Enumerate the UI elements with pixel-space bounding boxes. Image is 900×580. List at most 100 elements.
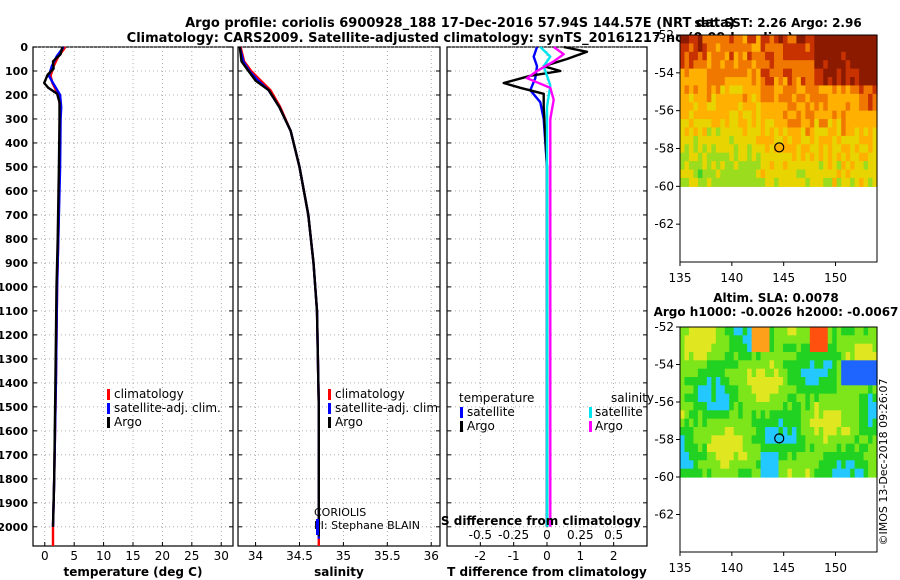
map-cell xyxy=(702,352,708,361)
map-cell xyxy=(872,135,878,145)
map-cell xyxy=(791,102,798,112)
map-cell xyxy=(845,352,851,361)
map-cell xyxy=(796,68,802,78)
map-cell xyxy=(805,119,811,129)
map-cell xyxy=(733,177,739,187)
map-cell xyxy=(809,385,815,395)
map-cell xyxy=(818,85,824,95)
map-cell xyxy=(706,460,712,470)
map-cell xyxy=(791,327,798,336)
map-cell xyxy=(854,102,860,112)
map-cell xyxy=(711,144,717,154)
map-cell xyxy=(688,177,695,187)
map-cell xyxy=(706,468,712,478)
map-cell xyxy=(747,110,753,120)
map-cell xyxy=(697,402,703,411)
map-cell xyxy=(720,60,726,70)
s-diff-axis-label: S difference from climatology xyxy=(441,514,641,528)
map-cell xyxy=(836,152,842,162)
map-cell xyxy=(850,77,856,87)
map-cell xyxy=(787,343,793,353)
map-cell xyxy=(827,352,833,361)
map-cell xyxy=(733,435,739,445)
map-cell xyxy=(693,177,699,187)
map-cell xyxy=(760,152,766,162)
map-cell xyxy=(814,468,820,478)
map-cell xyxy=(796,135,802,145)
figure-title-line2: Climatology: CARS2009. Satellite-adjuste… xyxy=(127,31,794,46)
map-cell xyxy=(693,51,699,61)
map-cell xyxy=(796,102,802,112)
map-cell xyxy=(751,144,757,154)
map-cell xyxy=(720,169,726,179)
map-cell xyxy=(688,452,695,461)
map-cell xyxy=(702,85,708,95)
map-cell xyxy=(688,161,695,171)
map-cell xyxy=(805,35,811,45)
map-cell xyxy=(680,343,686,353)
map-cell xyxy=(850,169,856,179)
map-cell xyxy=(769,144,775,154)
map-cell xyxy=(765,177,771,187)
map-y-tick-label: -54 xyxy=(654,358,674,372)
map-cell xyxy=(693,135,699,145)
map-cell xyxy=(832,418,838,428)
map-cell xyxy=(836,161,842,171)
map-cell xyxy=(751,460,757,470)
map-cell xyxy=(850,452,856,461)
map-cell xyxy=(814,460,820,470)
map-cell xyxy=(836,119,842,129)
map-cell xyxy=(809,135,815,145)
map-cell xyxy=(742,352,748,361)
panel-frame xyxy=(32,46,234,547)
map-cell xyxy=(863,102,869,112)
map-cell xyxy=(765,327,771,336)
map-cell xyxy=(823,177,829,187)
map-cell xyxy=(693,77,699,87)
map-cell xyxy=(850,377,856,386)
map-cell xyxy=(827,327,833,336)
map-cell xyxy=(791,110,798,120)
map-cell xyxy=(729,161,735,171)
map-cell xyxy=(800,343,806,353)
map-cell xyxy=(688,443,695,453)
map-cell xyxy=(805,468,811,478)
map-cell xyxy=(760,93,766,103)
map-cell xyxy=(680,468,686,478)
map-cell xyxy=(697,410,703,420)
map-cell xyxy=(796,85,802,95)
map-cell xyxy=(818,360,824,370)
map-cell xyxy=(684,93,690,103)
map-cell xyxy=(693,418,699,428)
map-cell xyxy=(733,135,739,145)
map-cell xyxy=(756,77,762,87)
map-cell xyxy=(805,51,811,61)
map-cell xyxy=(702,135,708,145)
map-x-tick-label: 145 xyxy=(772,561,795,575)
map-cell xyxy=(756,51,762,61)
map-cell xyxy=(832,435,838,445)
map-cell xyxy=(868,385,874,395)
map-cell xyxy=(724,410,730,420)
map-cell xyxy=(854,410,860,420)
map-cell xyxy=(738,161,744,171)
map-cell xyxy=(872,410,878,420)
map-cell xyxy=(751,152,757,162)
map-cell xyxy=(756,127,762,137)
legend-swatch xyxy=(328,417,331,428)
legend-label: climatology xyxy=(335,387,405,401)
map-cell xyxy=(765,102,771,112)
map-cell xyxy=(818,119,824,129)
map-cell xyxy=(809,352,815,361)
map-cell xyxy=(841,410,847,420)
map-cell xyxy=(751,135,757,145)
map-cell xyxy=(760,35,766,45)
map-cell xyxy=(863,343,869,353)
map-cell xyxy=(809,77,815,87)
map-cell xyxy=(841,51,847,61)
map-cell xyxy=(774,169,780,179)
map-cell xyxy=(720,93,726,103)
map-cell xyxy=(791,468,798,478)
map-cell xyxy=(841,169,847,179)
map-cell xyxy=(711,169,717,179)
